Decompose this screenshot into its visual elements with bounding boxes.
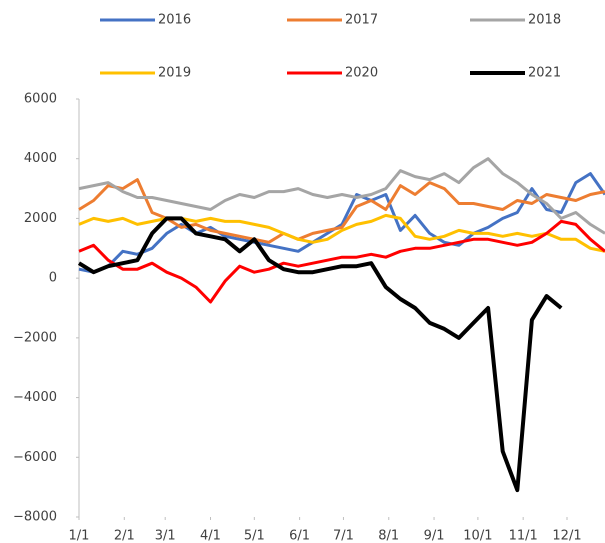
x-tick-label: 1/1	[69, 529, 90, 543]
y-tick-label: 2000	[24, 211, 57, 226]
x-tick-label: 4/1	[200, 529, 221, 543]
line-series	[77, 216, 563, 493]
x-tick-label: 2/1	[114, 529, 135, 543]
legend-label: 2016	[158, 13, 191, 28]
x-tick-label: 3/1	[155, 529, 176, 543]
y-tick-label: −4000	[13, 390, 57, 405]
y-tick-label: 4000	[24, 151, 57, 166]
line-series	[78, 157, 605, 235]
y-tick-label: −6000	[13, 450, 57, 465]
line-series	[78, 172, 605, 274]
x-tick-label: 5/1	[244, 529, 265, 543]
line-series	[78, 219, 605, 304]
legend-label: 2020	[345, 66, 378, 81]
x-tick-label: 8/1	[378, 529, 399, 543]
y-tick-label: −8000	[13, 510, 57, 525]
line-series	[78, 213, 605, 253]
x-tick-label: 11/1	[509, 529, 538, 543]
legend-label: 2019	[158, 66, 191, 81]
legend-label: 2018	[528, 13, 561, 28]
y-tick-label: 0	[49, 271, 57, 286]
x-tick-label: 9/1	[424, 529, 445, 543]
y-tick-label: 6000	[24, 92, 57, 107]
x-tick-label: 12/1	[552, 529, 581, 543]
legend-label: 2021	[528, 66, 561, 81]
legend-label: 2017	[345, 13, 378, 28]
x-tick-label: 6/1	[289, 529, 310, 543]
x-tick-label: 10/1	[463, 529, 492, 543]
y-tick-label: −2000	[13, 330, 57, 345]
x-tick-label: 7/1	[333, 529, 354, 543]
